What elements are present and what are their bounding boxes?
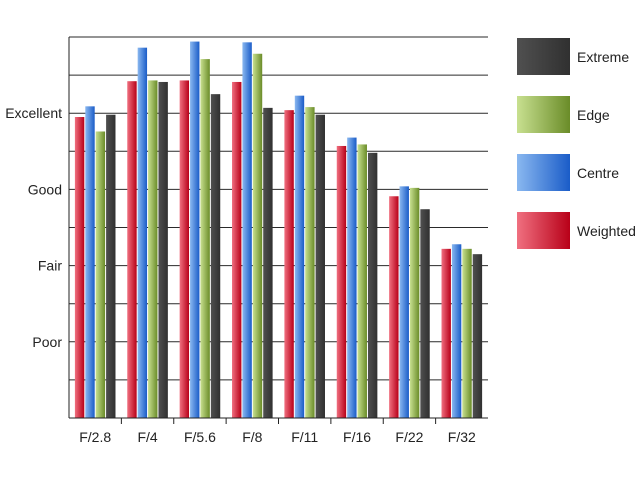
bar-centre-2 [190, 41, 200, 418]
legend-label-centre: Centre [577, 165, 619, 181]
x-tick-label: F/4 [137, 429, 157, 445]
bar-centre-6 [399, 186, 409, 418]
bar-extreme-0 [106, 114, 116, 418]
bar-weighted-6 [389, 196, 399, 418]
bar-edge-7 [462, 248, 472, 418]
y-tick-label: Good [28, 181, 62, 197]
bar-centre-1 [137, 47, 148, 419]
legend-swatch-extreme [517, 38, 570, 75]
y-tick-label: Poor [32, 334, 62, 350]
bar-edge-4 [305, 107, 315, 418]
bar-weighted-0 [74, 117, 85, 418]
bar-weighted-3 [232, 81, 242, 419]
bar-extreme-4 [315, 114, 325, 418]
y-tick-labels: Poor Fair Good Excellent [5, 105, 62, 350]
bar-weighted-7 [441, 248, 451, 418]
legend-swatch-weighted [517, 212, 570, 249]
bar-weighted-2 [179, 80, 190, 419]
legend-label-extreme: Extreme [577, 49, 629, 65]
bar-extreme-2 [210, 94, 221, 419]
legend: Extreme Edge Centre Weighted [517, 38, 636, 249]
bar-edge-3 [252, 53, 263, 418]
bar-extreme-3 [263, 107, 273, 419]
legend-label-edge: Edge [577, 107, 610, 123]
x-tick-label: F/8 [242, 429, 262, 445]
legend-swatch-edge [517, 96, 570, 133]
bar-centre-3 [242, 42, 252, 418]
y-tick-label: Excellent [5, 105, 62, 121]
x-tick-labels: F/2.8 F/4 F/5.6 F/8 F/11 F/16 F/22 F/32 [79, 429, 476, 445]
bar-weighted-4 [284, 110, 294, 419]
bar-weighted-5 [336, 145, 347, 418]
bar-centre-7 [451, 244, 462, 418]
bar-edge-5 [357, 144, 367, 418]
bar-edge-2 [200, 59, 210, 418]
bar-edge-0 [95, 131, 106, 419]
x-tick-label: F/2.8 [79, 429, 111, 445]
bar-extreme-5 [367, 152, 378, 418]
x-tick-label: F/32 [448, 429, 476, 445]
x-tick-label: F/22 [395, 429, 423, 445]
bar-extreme-6 [420, 209, 430, 418]
bar-edge-1 [148, 80, 158, 419]
axes [68, 37, 488, 424]
x-tick-label: F/16 [343, 429, 371, 445]
legend-swatch-centre [517, 154, 570, 191]
bars [74, 41, 483, 419]
bar-edge-6 [409, 187, 420, 418]
bar-centre-0 [85, 106, 95, 418]
bar-extreme-7 [472, 254, 483, 418]
x-tick-label: F/5.6 [184, 429, 216, 445]
bar-centre-4 [294, 95, 305, 419]
y-tick-label: Fair [38, 258, 62, 274]
bar-extreme-1 [158, 81, 168, 419]
x-tick-label: F/11 [291, 429, 318, 445]
bar-centre-5 [347, 137, 357, 418]
legend-label-weighted: Weighted [577, 223, 636, 239]
bar-weighted-1 [127, 81, 137, 418]
